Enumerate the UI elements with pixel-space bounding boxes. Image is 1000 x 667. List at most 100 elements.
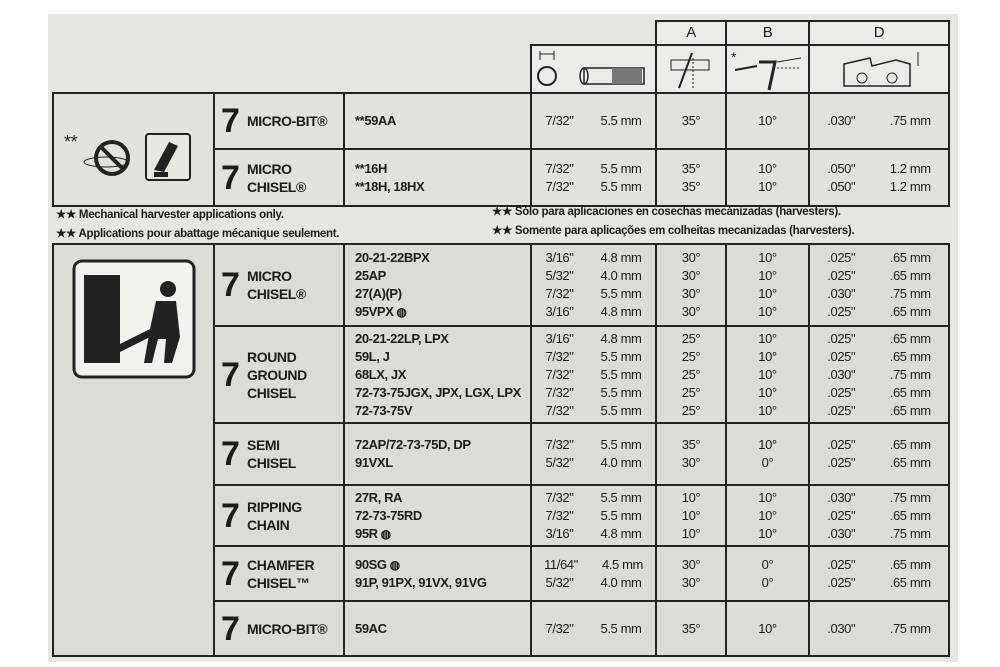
note-es: ★★ Sólo para aplicaciones en cosechas me… (492, 206, 841, 218)
file-mm: 5.5 mm (600, 384, 642, 400)
note-fr: ★★ Applications pour abattage mécanique … (56, 228, 340, 240)
depth-gauge-cell: .030" .75 mm (808, 92, 950, 150)
angle-b: 0° (761, 574, 774, 590)
depth-gauge: .025" .65 mm (810, 556, 948, 574)
chain-type-label: MICRO CHISEL® (247, 160, 306, 196)
angle-a: 30° (681, 556, 701, 572)
chain-type-cell: 7 MICRO-BIT® (213, 92, 345, 150)
file-inch: 7/32" (545, 178, 574, 194)
file-size: 3/16" 4.8 mm (532, 330, 655, 348)
angle-b-cell: 10° 10° 10° 10° (725, 243, 810, 327)
angle-a-cell: 30° 30° 30° 30° (655, 243, 727, 327)
no-chainsaw-harvester-icon: ** (52, 92, 215, 207)
file-size: 7/32" 5.5 mm (532, 489, 655, 507)
angle-a: 25° (681, 366, 701, 382)
notes-left: ★★ Mechanical harvester applications onl… (56, 206, 339, 244)
model-cell: 20-21-22LP, LPX 59L, J 68LX, JX 72-73-75JGX… (343, 325, 532, 424)
depth-gauge: .050" 1.2 mm (810, 178, 948, 196)
model-cell: 72AP/72-73-75D, DP 91VXL (343, 422, 532, 486)
depth-mm: .65 mm (889, 384, 931, 400)
depth-gauge: .030" .75 mm (810, 489, 948, 507)
file-mm: 5.5 mm (600, 402, 642, 418)
chain-row: ** 7 MICRO-BIT® **59AA 7/32" 5.5 mm 35° 10° .030… (52, 92, 950, 207)
model-number: 95R ◍ (355, 525, 530, 543)
depth-mm: 1.2 mm (889, 178, 931, 194)
chain-spec-table: 7 MICRO CHISEL® 20-21-22BPX 25AP 27(A)(P) 95VP… (52, 243, 950, 657)
model-number: 72-73-75JGX, JPX, LGX, LPX (355, 384, 530, 402)
model-name: 27(A)(P) (355, 286, 402, 301)
file-size: 7/32" 5.5 mm (532, 160, 655, 178)
chain-type-cell: 7 CHAMFER CHISEL™ (213, 545, 345, 602)
depth-mm: .65 mm (889, 556, 931, 572)
model-number: 72-73-75RD (355, 507, 530, 525)
depth-gauge-cell: .050" 1.2 mm .050" 1.2 mm (808, 148, 950, 207)
chain-type-line: CHAMFER (247, 556, 315, 573)
angle-a: 30° (681, 268, 701, 283)
depth-gauge-cell: .025" .65 mm .025" .65 mm (808, 545, 950, 602)
cutter-hook-icon: 7 (221, 609, 240, 648)
angle-b: 10° (758, 366, 777, 382)
file-mm: 4.8 mm (600, 250, 642, 265)
file-size: 3/16" 4.8 mm (532, 303, 655, 321)
file-mm: 4.0 mm (600, 574, 642, 590)
file-inch: 7/32" (545, 113, 574, 128)
model-name: **16H (355, 160, 387, 176)
model-name: 59L, J (355, 348, 390, 364)
chain-type: 7 MICRO CHISEL® (215, 267, 343, 303)
file-size: 3/16" 4.8 mm (532, 525, 655, 543)
model-name: 90SG (355, 556, 387, 572)
model-number: **18H, 18HX (355, 178, 530, 196)
angle-b: 10° (758, 437, 777, 452)
depth-inch: .025" (827, 330, 856, 346)
model-number: 25AP (355, 267, 530, 285)
file-mm: 4.0 mm (600, 455, 642, 470)
file-inch: 3/16" (545, 250, 574, 265)
depth-mm: .75 mm (889, 113, 931, 128)
depth-gauge: .030" .75 mm (810, 285, 948, 303)
model-number: 90SG ◍ (355, 556, 530, 574)
model-number: **16H (355, 160, 530, 178)
depth-gauge: .050" 1.2 mm (810, 160, 948, 178)
depth-inch: .025" (827, 574, 856, 590)
file-mm: 4.8 mm (600, 304, 642, 319)
angle-b-cell: 10° 10° 10° (725, 484, 810, 547)
depth-mm: .65 mm (889, 250, 931, 265)
angle-b: 10° (758, 489, 777, 505)
chain-type-label: MICRO-BIT® (247, 620, 328, 638)
chain-type: 7 CHAMFER CHISEL™ (215, 556, 343, 592)
depth-mm: .75 mm (889, 620, 931, 636)
file-mm: 5.5 mm (600, 178, 642, 194)
file-mm: 5.5 mm (600, 348, 642, 364)
depth-gauge: .025" .65 mm (810, 348, 948, 366)
angle-b: 10° (758, 113, 777, 128)
header-d: D (808, 20, 950, 46)
depth-mm: .65 mm (889, 348, 931, 364)
angle-b: 0° (761, 455, 774, 470)
file-size: 7/32" 5.5 mm (532, 285, 655, 303)
file-inch: 7/32" (545, 366, 574, 382)
chain-type-line: MICRO (247, 268, 292, 284)
file-size: 7/32" 5.5 mm (532, 348, 655, 366)
angle-a: 10° (681, 525, 701, 541)
chain-type: 7 MICRO-BIT® (215, 612, 343, 646)
angle-b: 10° (758, 402, 777, 418)
cutter-hook-icon: 7 (221, 355, 240, 394)
chain-row: 7 RIPPING CHAIN 27R, RA 72-73-75RD 95R ◍ 7/32"… (53, 484, 950, 547)
depth-mm: .65 mm (889, 455, 931, 470)
angle-a: 30° (681, 455, 701, 470)
angle-a: 30° (681, 574, 701, 590)
depth-mm: .65 mm (889, 507, 931, 523)
depth-mm: .75 mm (889, 525, 931, 541)
header-b: B (725, 20, 810, 46)
chain-type-line: CHAIN (247, 516, 290, 533)
file-inch: 7/32" (545, 348, 574, 364)
file-size-cell: 11/64" 4.5 mm 5/32" 4.0 mm (530, 545, 657, 602)
note-pt: ★★ Somente para aplicações em colheitas … (492, 225, 855, 237)
depth-mm: .75 mm (889, 489, 931, 505)
depth-gauge: .025" .65 mm (810, 507, 948, 525)
angle-a-cell: 30° 30° (655, 545, 727, 602)
depth-inch: .025" (827, 304, 856, 319)
file-inch: 5/32" (545, 268, 574, 283)
header-a: A (655, 20, 727, 46)
angle-b: 10° (758, 620, 777, 636)
